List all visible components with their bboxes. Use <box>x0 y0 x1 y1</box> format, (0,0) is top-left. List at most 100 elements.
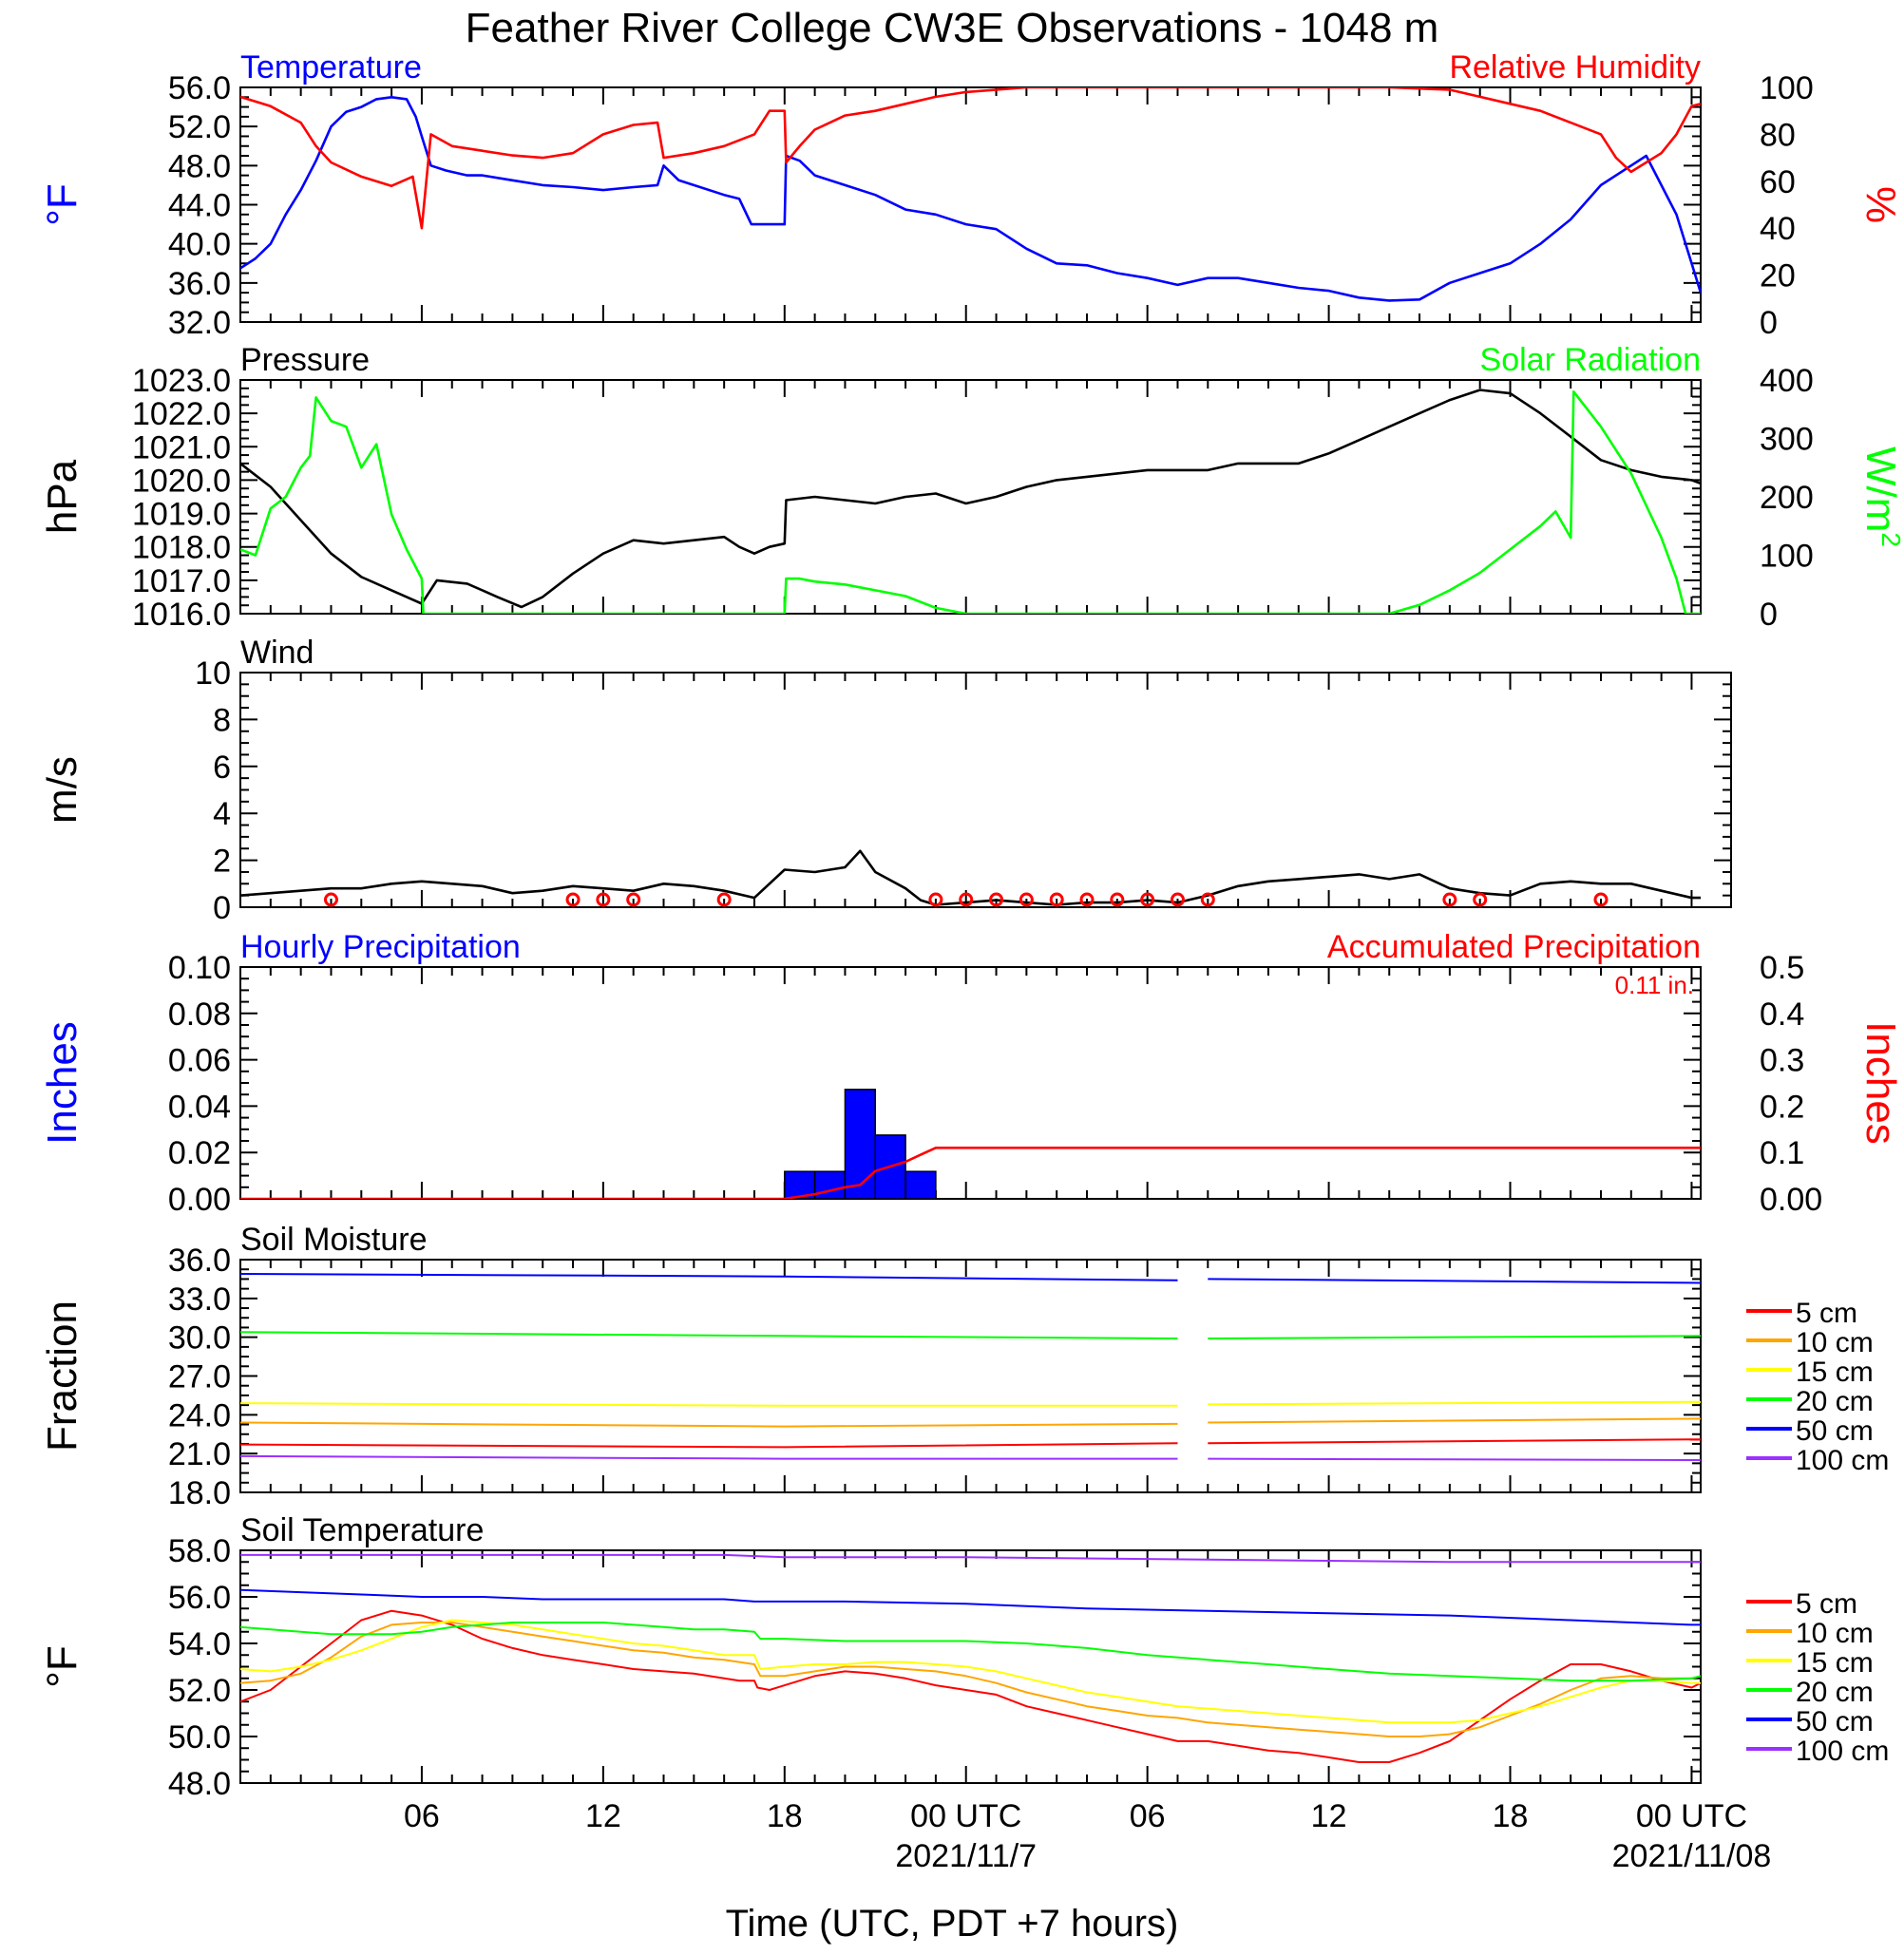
y-axis-label-left: hPa <box>39 459 86 534</box>
calm-wind-marker <box>928 892 943 907</box>
y-tick-label-right: 0.4 <box>1760 996 1804 1033</box>
y-tick-label-left: 48.0 <box>168 148 231 184</box>
y-tick-label-left: 30.0 <box>168 1320 231 1357</box>
calm-wind-marker <box>1019 892 1034 907</box>
legend-label: 5 cm <box>1796 1298 1857 1329</box>
plot-area <box>240 1553 1701 1763</box>
panel-title-left: Wind <box>240 635 314 671</box>
x-tick-label: 18 <box>767 1798 803 1834</box>
panel-wind: 10 8 6 4 2 0 Wind m/s <box>39 635 1732 926</box>
series-line-wind-speed <box>240 849 1701 906</box>
panel-precipitation: 0.10 0.08 0.06 0.04 0.02 0.00 0.5 0.4 0.3 0.2 0.1 0… <box>39 929 1904 1218</box>
y-tick-label-left: 52.0 <box>168 1673 231 1709</box>
y-axis-label-left: m/s <box>39 756 86 824</box>
y-tick-label-left: 2 <box>213 844 231 880</box>
calm-wind-marker <box>1079 892 1095 907</box>
x-date-label: 2021/11/7 <box>895 1838 1037 1874</box>
series-line-5-cm <box>1208 1438 1701 1445</box>
y-tick-label-right: 20 <box>1760 258 1796 294</box>
series-line-20-cm <box>1208 1335 1701 1339</box>
y-axis-label-right: Inches <box>1857 1021 1904 1145</box>
y-axis-label-superscript: 2 <box>1876 532 1904 547</box>
plot-area <box>240 1089 1701 1199</box>
y-tick-label-left: 0.10 <box>168 950 231 986</box>
series-line-pressure <box>240 389 1701 609</box>
legend-label: 50 cm <box>1796 1415 1874 1447</box>
panel-title-left: Soil Moisture <box>240 1222 428 1258</box>
x-tick-label: 12 <box>585 1798 621 1834</box>
y-tick-label-left: 1019.0 <box>132 497 231 533</box>
panel-pressure_solar: 1023.01022.01021.01020.01019.01018.01017… <box>39 342 1904 633</box>
y-tick-label-left: 10 <box>195 655 231 692</box>
legend-label: 10 cm <box>1796 1618 1874 1649</box>
precip-total-label: 0.11 in. <box>1615 971 1694 999</box>
y-tick-label-right: 0.00 <box>1760 1182 1822 1218</box>
series-line-10-cm <box>240 1622 1701 1737</box>
plot-area <box>240 87 1701 302</box>
y-tick-label-left: 40.0 <box>168 227 231 263</box>
precip-bar <box>844 1089 877 1199</box>
y-tick-label-left: 0.00 <box>168 1182 231 1218</box>
y-tick-label-left: 1021.0 <box>132 429 231 465</box>
y-tick-label-right: 100 <box>1760 539 1814 575</box>
panel-title-right: Relative Humidity <box>1449 49 1701 85</box>
y-tick-label-left: 32.0 <box>168 305 231 341</box>
y-tick-label-right: 0.1 <box>1760 1135 1804 1171</box>
calm-wind-marker <box>1170 892 1185 907</box>
y-axis-label-right: W/m2 <box>1857 446 1904 547</box>
calm-wind-marker <box>323 892 338 907</box>
x-tick-label: 00 UTC <box>910 1798 1021 1834</box>
y-tick-label-left: 0.06 <box>168 1043 231 1079</box>
y-tick-label-right: 100 <box>1760 70 1814 106</box>
calm-wind-marker <box>1200 892 1215 907</box>
y-tick-label-right: 60 <box>1760 164 1796 200</box>
x-tick-label: 06 <box>404 1798 440 1834</box>
legend-label: 20 cm <box>1796 1386 1874 1417</box>
panel-title-left: Hourly Precipitation <box>240 929 521 965</box>
y-tick-label-left: 18.0 <box>168 1475 231 1511</box>
panel-soil_moisture: 36.033.030.027.024.021.018.0 Soil Moistur… <box>39 1222 1889 1511</box>
series-line-relative-humidity <box>240 87 1701 230</box>
legend-label: 100 cm <box>1796 1445 1889 1476</box>
x-axis-ticks: 06 12 18 00 UTC 06 12 18 00 UTC 2021/11/7 2021/11… <box>404 1798 1771 1874</box>
calm-wind-marker <box>959 892 974 907</box>
y-tick-label-left: 36.0 <box>168 1243 231 1279</box>
x-tick-label: 00 UTC <box>1636 1798 1747 1834</box>
panel-soil_temperature: 58.0 56.0 54.0 52.0 50.0 48.0 Soil Temperature… <box>39 1512 1889 1802</box>
chart-panels: 56.052.048.044.040.036.032.0100806040200… <box>39 49 1904 1874</box>
calm-wind-marker <box>626 892 641 907</box>
y-tick-label-left: 33.0 <box>168 1281 231 1318</box>
series-line-50-cm <box>1208 1278 1701 1284</box>
y-tick-label-left: 1016.0 <box>132 597 231 633</box>
legend-label: 5 cm <box>1796 1588 1857 1620</box>
series-line-100-cm <box>1208 1457 1701 1461</box>
y-tick-label-left: 36.0 <box>168 266 231 302</box>
y-tick-label-left: 27.0 <box>168 1359 231 1395</box>
y-axis-label-right: % <box>1857 186 1904 223</box>
series-line-20-cm <box>240 1622 1701 1682</box>
y-tick-label-left: 1020.0 <box>132 463 231 499</box>
series-line-accumulated-precipitation <box>240 1147 1701 1199</box>
y-tick-label-left: 21.0 <box>168 1436 231 1472</box>
y-tick-label-left: 0.02 <box>168 1135 231 1171</box>
y-axis-label-left: °F <box>39 183 86 225</box>
legend-label: 100 cm <box>1796 1736 1889 1767</box>
calm-wind-marker <box>1593 892 1609 907</box>
y-tick-label-right: 0.2 <box>1760 1089 1804 1125</box>
series-line-temperature <box>240 96 1701 302</box>
legend-label: 20 cm <box>1796 1677 1874 1708</box>
series-line-5-cm <box>240 1442 1178 1449</box>
panel-title-right: Accumulated Precipitation <box>1327 929 1701 965</box>
panel-temperature_rh: 56.052.048.0 44.040.036.032.0 100 80 60 40 20 0… <box>39 49 1904 341</box>
panel-title-right: Solar Radiation <box>1480 342 1701 378</box>
series-line-5-cm <box>240 1609 1701 1763</box>
y-tick-label-left: 56.0 <box>168 1580 231 1616</box>
precip-bar <box>904 1170 937 1199</box>
calm-wind-marker <box>1473 892 1488 907</box>
calm-wind-marker <box>596 892 611 907</box>
y-tick-label-left: 6 <box>213 750 231 786</box>
series-line-50-cm <box>240 1273 1178 1281</box>
series-line-100-cm <box>240 1454 1178 1460</box>
calm-wind-marker <box>1049 892 1064 907</box>
y-tick-label-right: 300 <box>1760 422 1814 458</box>
